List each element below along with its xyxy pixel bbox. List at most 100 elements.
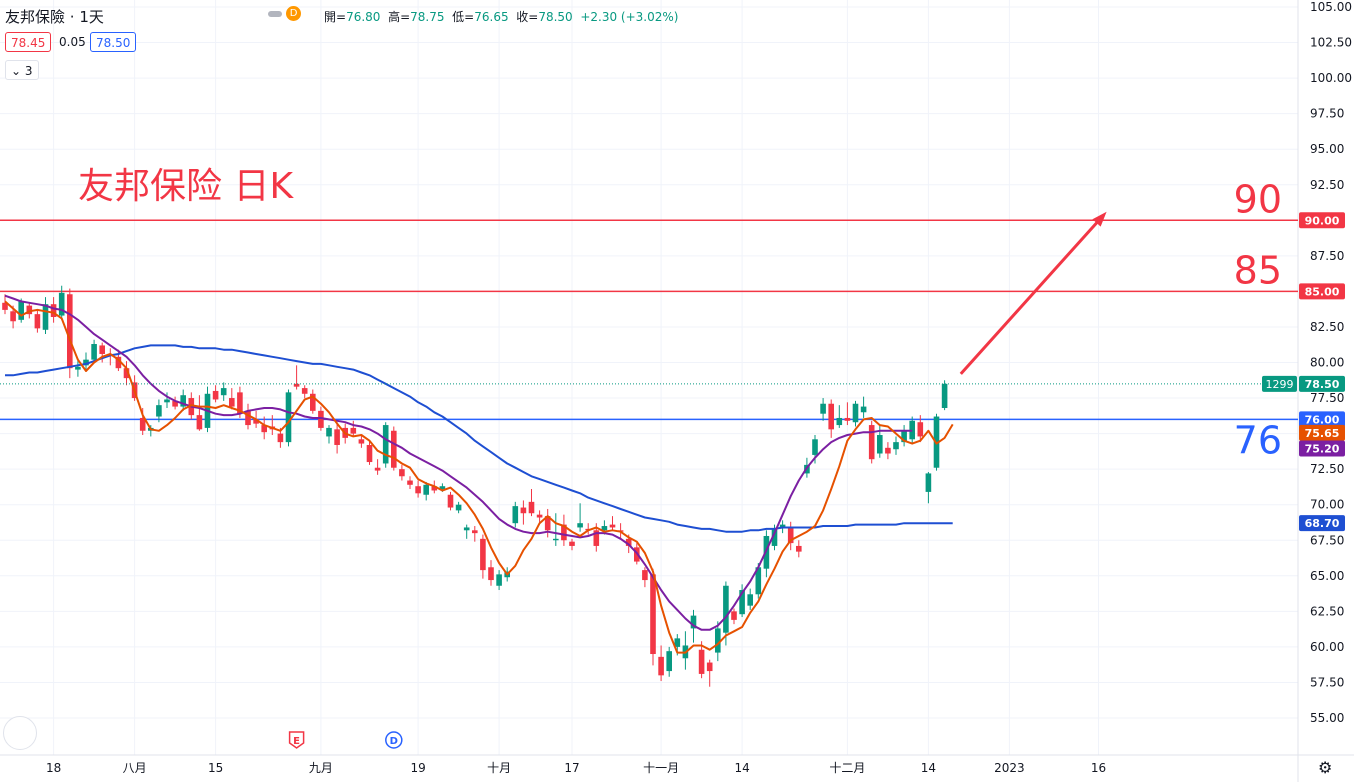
candle-body <box>601 526 608 531</box>
earnings-event-icon[interactable] <box>288 731 305 749</box>
candle-body <box>747 594 753 606</box>
candle-body <box>593 530 600 546</box>
trend-arrow[interactable] <box>959 216 1103 375</box>
market-status-badge[interactable]: D <box>268 6 302 21</box>
candle-body <box>115 356 122 369</box>
candle-body <box>812 439 818 455</box>
candle-body <box>520 507 527 514</box>
ohlc-change: +2.30 (+3.02%) <box>580 10 679 24</box>
grid <box>0 0 1298 755</box>
candle-body <box>350 427 357 434</box>
time-tick-label: 16 <box>1091 761 1106 775</box>
chevron-down-icon: ⌄ <box>11 64 22 78</box>
price-tick-label: 57.50 <box>1310 675 1344 689</box>
price-tick-label: 77.50 <box>1310 391 1344 405</box>
level-price-tag <box>1299 411 1345 428</box>
time-tick-label: 14 <box>921 761 936 775</box>
price-tick-label: 67.50 <box>1310 533 1344 547</box>
candle-body <box>868 425 875 460</box>
candle-body <box>229 398 235 407</box>
moving-average-short[interactable] <box>4 300 954 654</box>
candle-body <box>860 406 867 413</box>
candle-body <box>852 403 859 423</box>
candle-body <box>391 430 397 468</box>
price-tick-label: 80.00 <box>1310 356 1344 370</box>
indicators-toggle[interactable]: ⌄ 3 <box>5 60 39 80</box>
candle-body <box>609 524 616 528</box>
settings-gear-icon[interactable]: ⚙ <box>1318 758 1333 777</box>
candle-body <box>285 392 292 443</box>
candle-body <box>423 484 429 495</box>
candle-body <box>91 344 97 360</box>
candle-body <box>415 486 421 494</box>
candle-body <box>666 651 672 672</box>
candle-body <box>901 430 907 443</box>
candle-body <box>455 504 462 511</box>
candle-body <box>180 395 186 407</box>
candle-body <box>67 294 73 369</box>
candle-body <box>553 538 559 541</box>
ma-price-tag <box>1299 515 1345 532</box>
ma-price-tag <box>1299 424 1345 441</box>
candle-body <box>925 473 932 492</box>
candle-body <box>382 425 389 464</box>
bid-button[interactable]: 78.45 <box>5 32 52 52</box>
time-tick-label: 九月 <box>309 761 333 775</box>
candle-body <box>245 410 251 426</box>
ohlc-legend: 開=76.80 高=78.75 低=76.65 收=78.50 +2.30 (+… <box>324 10 679 24</box>
candle-body <box>431 486 438 491</box>
candle-body <box>512 506 519 524</box>
candle-body <box>261 425 267 433</box>
candle-body <box>836 417 843 426</box>
price-tick-label: 92.50 <box>1310 178 1344 192</box>
candle-body <box>877 435 883 454</box>
candle-body <box>771 528 778 546</box>
ma-price-tag-text: 75.65 <box>1305 427 1340 440</box>
level-price-tag-text: 76.00 <box>1305 413 1340 426</box>
candle-body <box>893 442 899 450</box>
time-tick-label: 15 <box>208 761 223 775</box>
candle-body <box>172 400 178 407</box>
candle-body <box>723 585 729 633</box>
candle-body <box>34 314 41 329</box>
candle-body <box>917 422 924 437</box>
event-label: D <box>390 736 398 747</box>
time-tick-label: 八月 <box>123 761 147 775</box>
candle-body <box>26 305 33 315</box>
level-price-tag-text: 85.00 <box>1305 285 1340 298</box>
time-tick-label: 18 <box>46 761 61 775</box>
candle-body <box>334 429 340 445</box>
price-tick-label: 87.50 <box>1310 249 1344 263</box>
price-tick-label: 55.00 <box>1310 711 1344 725</box>
candle-body <box>472 530 478 534</box>
trend-arrow-head <box>1092 211 1107 227</box>
candle-body <box>439 486 446 490</box>
dividend-event-icon[interactable] <box>385 731 403 749</box>
price-tick-label: 82.50 <box>1310 320 1344 334</box>
candle-body <box>715 628 721 653</box>
ask-button[interactable]: 78.50 <box>90 32 137 52</box>
status-pill-icon <box>268 10 282 17</box>
moving-average-long[interactable] <box>5 344 953 533</box>
level-price-tag-text: 90.00 <box>1305 214 1340 227</box>
candle-body <box>625 538 632 546</box>
moving-average-mid[interactable] <box>4 294 913 631</box>
candle-body <box>18 301 24 320</box>
event-label: E <box>293 736 300 747</box>
candle-body <box>301 388 308 394</box>
ohlc-low: 76.65 <box>474 10 509 24</box>
ma-price-tag-text: 75.20 <box>1305 443 1340 456</box>
scroll-to-start-button[interactable] <box>3 716 37 750</box>
candle-body <box>844 417 851 421</box>
spread-value: 0.05 <box>59 35 86 49</box>
symbol-title[interactable]: 友邦保險 · 1天 <box>5 8 104 26</box>
candle-body <box>941 383 948 409</box>
volume-tag-text: 1299 <box>1266 378 1294 391</box>
candle-body <box>642 570 648 581</box>
time-tick-label: 十一月 <box>643 761 679 775</box>
candle-body <box>358 439 365 444</box>
candle-body <box>374 467 381 471</box>
candle-body <box>796 545 802 552</box>
candle-body <box>10 311 16 322</box>
